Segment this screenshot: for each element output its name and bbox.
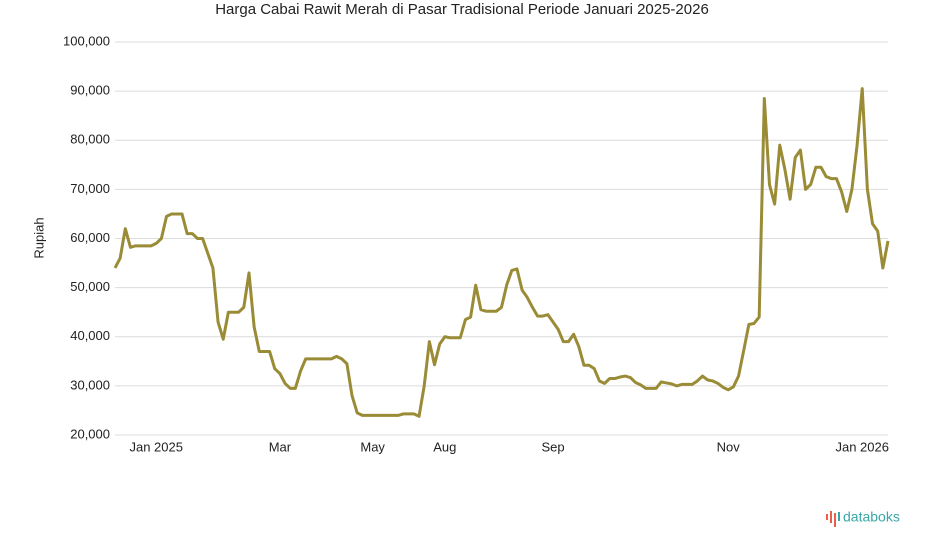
y-tick-label: 80,000 xyxy=(70,132,110,147)
chart-title: Harga Cabai Rawit Merah di Pasar Tradisi… xyxy=(215,1,709,18)
logo-icon xyxy=(826,511,840,527)
logo-text: databoks xyxy=(843,509,900,525)
y-tick-label: 90,000 xyxy=(70,83,110,98)
x-tick-label: Jan 2026 xyxy=(835,439,889,454)
logo-bar xyxy=(830,511,832,523)
y-tick-label: 50,000 xyxy=(70,279,110,294)
y-tick-label: 20,000 xyxy=(70,426,110,441)
y-tick-label: 40,000 xyxy=(70,328,110,343)
y-tick-label: 100,000 xyxy=(63,33,110,48)
x-tick-label: May xyxy=(360,439,385,454)
y-tick-label: 70,000 xyxy=(70,181,110,196)
logo-bar xyxy=(834,513,836,527)
y-tick-label: 60,000 xyxy=(70,230,110,245)
x-tick-label: Nov xyxy=(717,439,741,454)
x-tick-label: Sep xyxy=(541,439,564,454)
y-tick-label: 30,000 xyxy=(70,377,110,392)
y-axis-label: Rupiah xyxy=(31,217,46,258)
x-tick-label: Aug xyxy=(433,439,456,454)
x-tick-label: Mar xyxy=(269,439,292,454)
x-tick-label: Jan 2025 xyxy=(129,439,183,454)
logo-bar xyxy=(826,514,828,520)
logo-bar xyxy=(838,512,840,521)
price-line xyxy=(113,87,890,418)
